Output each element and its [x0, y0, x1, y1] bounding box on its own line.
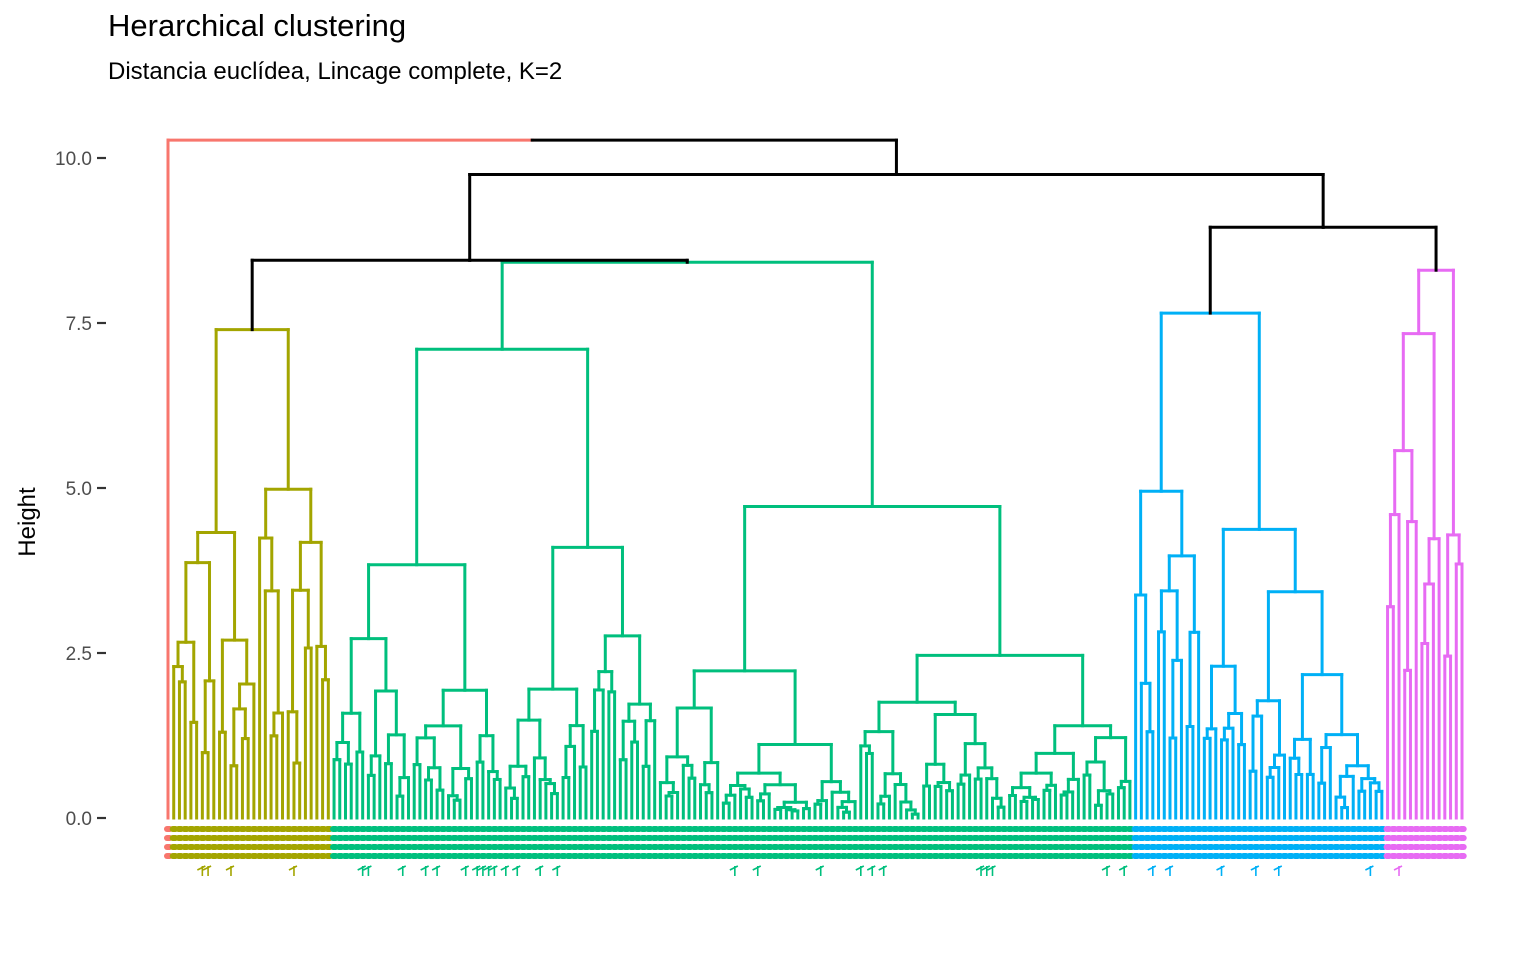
leaf-label-tail-green-94 [866, 865, 876, 876]
leaf-label-tail-green-25 [471, 865, 481, 876]
leaf-label-tail-blue-21 [1250, 865, 1260, 876]
leaf-label-tail-green-36 [534, 865, 544, 876]
leaf-label-tail-green-16 [420, 865, 430, 876]
leaf-label-tail-green-115 [987, 865, 996, 876]
y-axis-title: Height [14, 487, 41, 557]
leaf-label-tail-olive-10 [225, 865, 235, 876]
leaf-label-tail-green-5 [357, 865, 367, 876]
leaf-label-tail-green-135 [1101, 865, 1111, 876]
leaf-label-tail-blue-25 [1273, 865, 1283, 876]
dendrogram-branches [166, 138, 1464, 820]
leaf-label-tail-green-23 [460, 865, 470, 876]
leaf-label-tail-green-138 [1118, 865, 1128, 876]
leaf-label-tail-green-70 [729, 865, 739, 876]
leaf-label-magenta-13-1 [1458, 835, 1467, 841]
leaf-label-tail-green-114 [981, 865, 991, 876]
chart-title: Herarchical clustering [108, 8, 407, 43]
leaf-label-tail-blue-6 [1164, 865, 1174, 876]
leaf-label-tail-green-30 [500, 865, 510, 876]
leaf-label-tail-olive-5 [196, 865, 206, 876]
chart-subtitle: Distancia euclídea, Lincage complete, K=… [108, 58, 563, 85]
leaf-label-magenta-13-2 [1458, 844, 1467, 850]
y-tick-label-4: 10.0 [55, 149, 92, 170]
y-tick-label-2: 5.0 [66, 479, 92, 500]
leaf-label-tail-green-96 [878, 865, 888, 876]
leaf-label-tail-olive-6 [202, 865, 212, 876]
leaf-label-magenta-13-0 [1458, 826, 1467, 832]
leaf-label-tail-green-26 [477, 865, 487, 876]
leaf-label-tail-green-12 [397, 865, 407, 876]
leaf-label-tail-green-39 [551, 865, 561, 876]
leaf-label-tail-green-85 [815, 865, 825, 876]
leaf-label-tail-blue-3 [1147, 865, 1157, 876]
y-axis: 0.0 2.5 5.0 7.5 10.0 [55, 149, 106, 830]
leaf-label-tail-green-74 [752, 865, 762, 876]
leaf-label-tail-magenta-2 [1393, 865, 1403, 876]
leaf-label-magenta-13-3 [1458, 853, 1467, 859]
leaf-label-tail-olive-21 [288, 865, 298, 876]
leaf-label-tail-green-113 [975, 865, 985, 876]
leaf-label-tail-blue-15 [1216, 865, 1225, 876]
leaf-labels [164, 826, 1467, 876]
leaf-label-tail-blue-41 [1365, 865, 1374, 876]
leaf-label-tail-green-6 [363, 865, 372, 876]
leaf-label-tail-green-28 [489, 865, 498, 876]
leaf-label-tail-green-18 [431, 865, 441, 876]
y-tick-label-0: 0.0 [66, 809, 92, 830]
leaf-label-tail-green-92 [855, 865, 865, 876]
leaf-label-tail-green-27 [483, 865, 492, 876]
y-tick-label-1: 2.5 [66, 644, 92, 665]
leaf-label-tail-green-32 [511, 865, 521, 876]
y-tick-label-3: 7.5 [66, 314, 92, 335]
